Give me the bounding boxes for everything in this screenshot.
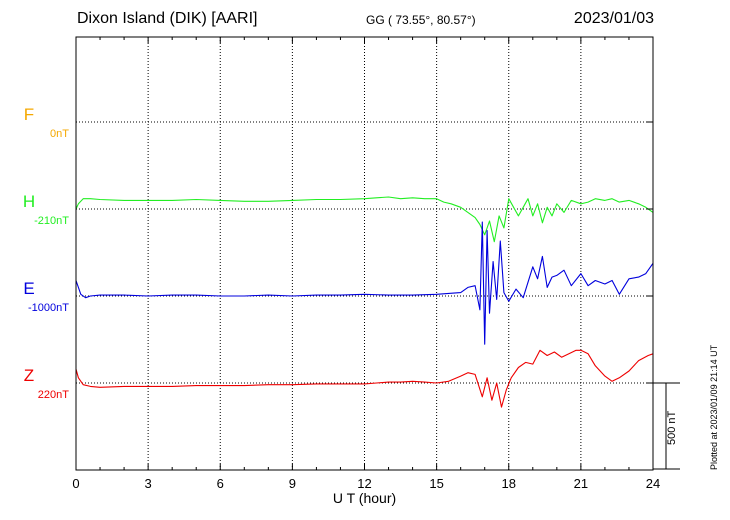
series-e-label: E xyxy=(23,279,35,298)
x-tick-label: 15 xyxy=(429,476,444,491)
plot-date: 2023/01/03 xyxy=(573,10,654,27)
geographic-coordinates: GG ( 73.55°, 80.57°) xyxy=(366,13,476,27)
series-h-baseline: -210nT xyxy=(34,215,69,227)
series-h-label: H xyxy=(22,192,36,211)
x-tick-label: 18 xyxy=(501,476,516,491)
series-lines xyxy=(75,196,654,408)
x-tick-label: 3 xyxy=(144,476,152,491)
series-z-baseline: 220nT xyxy=(37,389,69,401)
x-tick-label: 24 xyxy=(645,476,661,491)
series-f-baseline: 0nT xyxy=(50,128,69,140)
x-tick-label: 6 xyxy=(216,476,224,491)
series-e-line xyxy=(75,221,654,345)
x-tick-label: 21 xyxy=(573,476,589,491)
plotted-timestamp: Plotted at 2023/01/09 21:14 UT xyxy=(709,344,719,470)
series-f-label: F xyxy=(23,105,35,124)
series-z-label: Z xyxy=(23,366,35,385)
plot-frame xyxy=(75,36,654,471)
grid-lines xyxy=(76,37,653,470)
x-tick-label: 9 xyxy=(288,476,296,491)
series-z-line xyxy=(75,349,654,408)
x-tick-label: 0 xyxy=(72,476,80,491)
scale-bar xyxy=(653,382,680,470)
series-h-line xyxy=(75,196,654,243)
station-title: Dixon Island (DIK) [AARI] xyxy=(77,10,258,27)
x-axis-label: U T (hour) xyxy=(332,490,397,506)
series-e-baseline: -1000nT xyxy=(28,302,69,314)
scale-bar-label: 500 nT xyxy=(666,410,678,445)
x-tick-label: 12 xyxy=(357,476,372,491)
